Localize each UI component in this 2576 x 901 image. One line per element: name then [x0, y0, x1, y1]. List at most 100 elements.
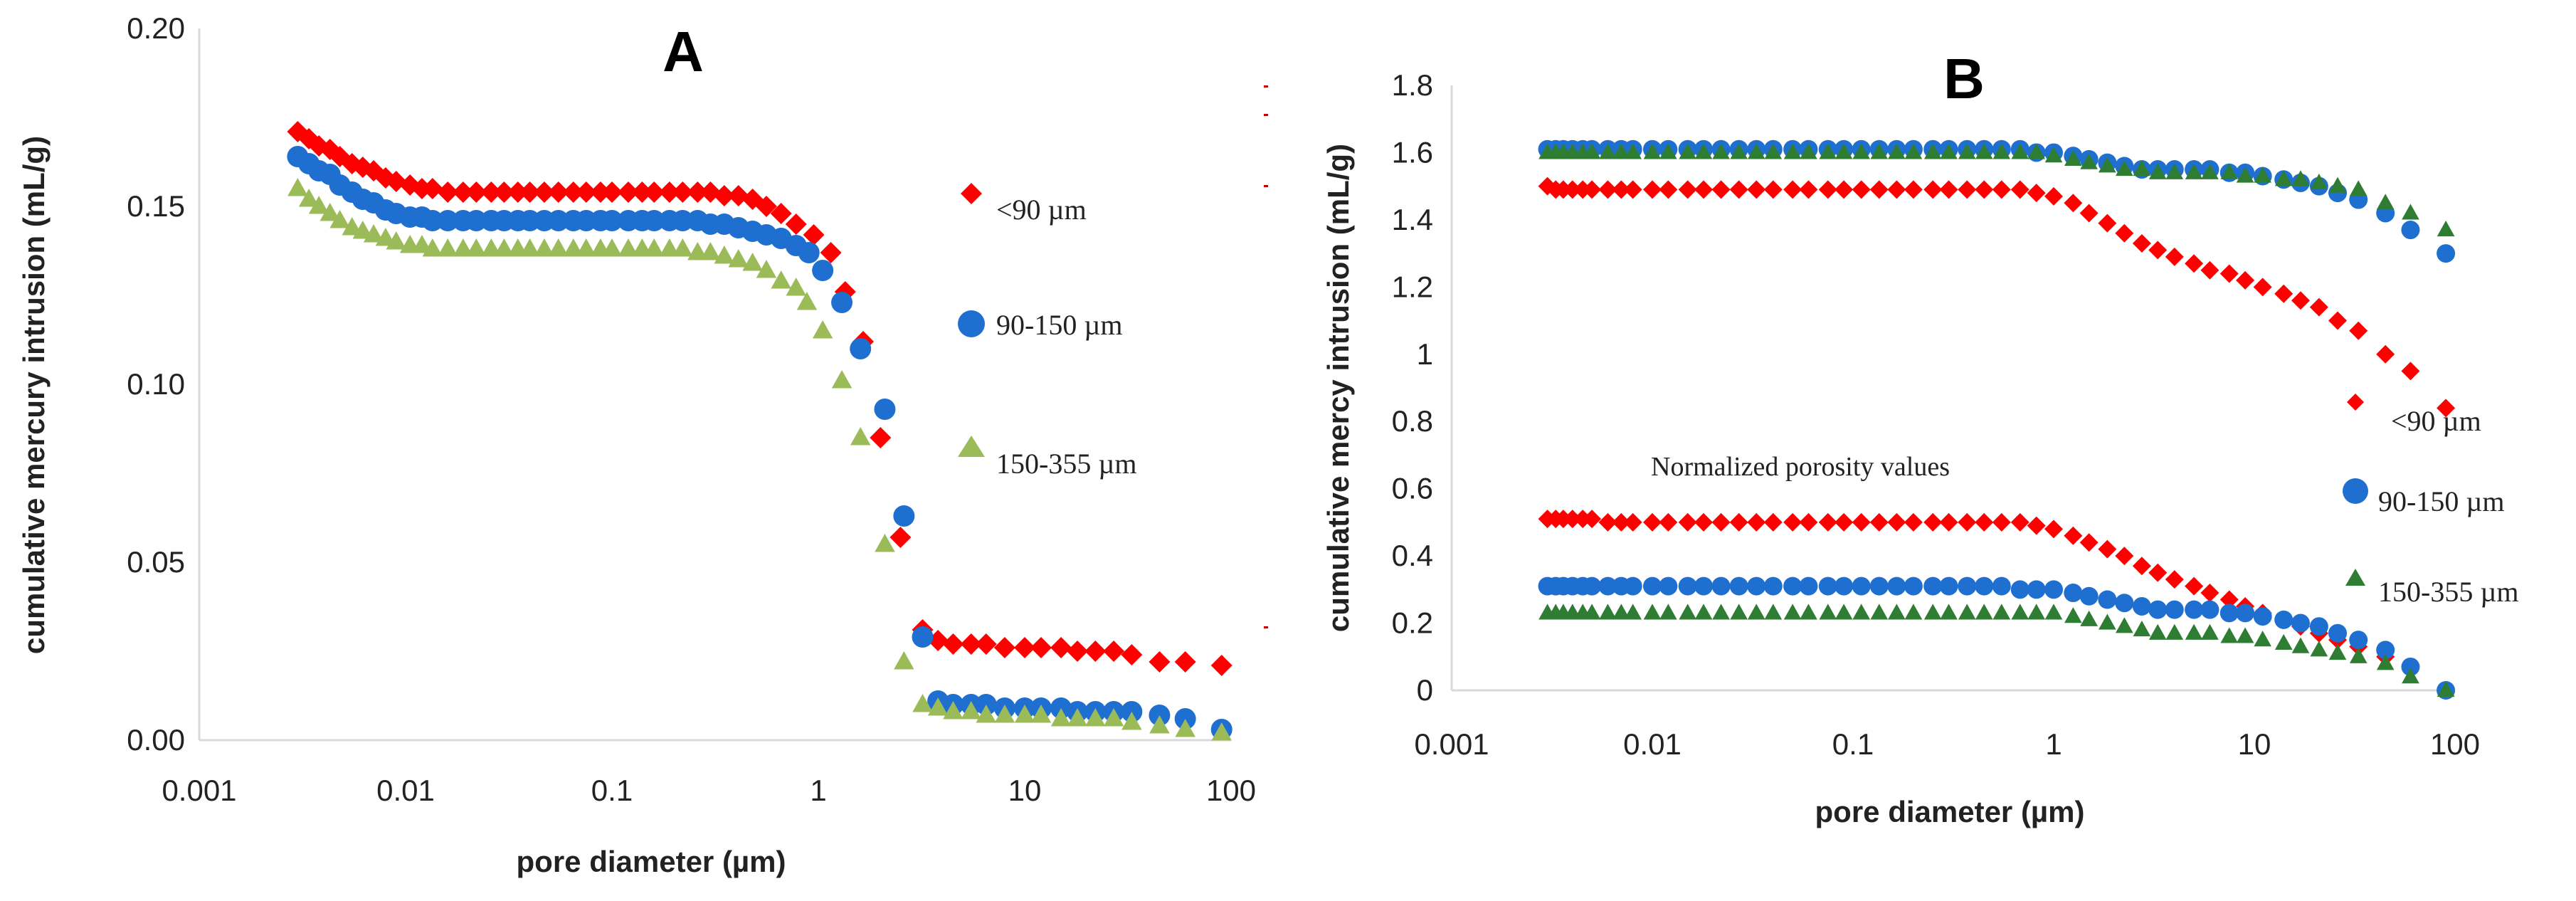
panel-b-point: [2349, 180, 2368, 196]
panel-b-normalized-point: [1659, 576, 1678, 596]
panel-b-normalized-point: [1659, 512, 1678, 532]
panel-b-y-tick-label: 0.2: [1392, 606, 1433, 640]
panel-b-normalized-point: [1763, 576, 1783, 596]
panel-b-point: [1939, 180, 1958, 199]
panel-b-point: [1583, 180, 1602, 199]
panel-b-point: [2402, 204, 2419, 220]
panel-a-point: [672, 238, 693, 257]
panel-a-y-tick-label: 0.05: [127, 545, 185, 579]
panel-a-point: [771, 270, 791, 289]
panel-a-point: [927, 697, 949, 716]
panel-b-point: [1599, 143, 1617, 159]
panel-b-point: [1694, 180, 1713, 199]
panel-b-title: B: [1943, 47, 1985, 110]
legend-a-marker-2: [958, 310, 985, 337]
panel-b-normalized-point: [1939, 512, 1958, 532]
panel-b-point: [1975, 143, 1993, 159]
panel-b-normalized-point: [1852, 604, 1871, 620]
panel-b-point: [2201, 163, 2219, 179]
panel-b-normalized-point: [2328, 644, 2347, 660]
panel-b-point: [1992, 180, 2011, 199]
panel-a-point: [576, 238, 597, 257]
panel-b-normalized-point: [1598, 512, 1617, 532]
panel-b-point: [1643, 180, 1662, 199]
panel-b-point: [2401, 221, 2420, 240]
panel-b-normalized-point: [1940, 604, 1958, 620]
panel-b-normalized-point: [1783, 604, 1802, 620]
panel-b-normalized-point: [1852, 512, 1871, 532]
panel-b-point: [2115, 160, 2133, 176]
panel-b-normalized-point: [1835, 512, 1854, 532]
panel-b-point: [2376, 194, 2395, 210]
panel-a-point: [1211, 722, 1232, 741]
panel-b-normalized-point: [2064, 584, 2083, 603]
panel-b-points: [1538, 139, 2456, 700]
panel-b-point: [2200, 260, 2219, 280]
panel-b-normalized-point: [1679, 604, 1697, 620]
panel-a-point: [329, 210, 350, 228]
panel-a-point: [658, 181, 680, 203]
stray-tick: [1264, 626, 1268, 628]
panel-a-point: [1121, 644, 1143, 665]
panel-b-point: [2254, 167, 2272, 183]
panel-b-normalized-point: [1783, 576, 1802, 596]
panel-b-point: [1747, 180, 1766, 199]
panel-a-point: [421, 210, 443, 231]
panel-a-point: [287, 178, 308, 196]
panel-b-point: [2165, 247, 2184, 266]
panel-b-point: [1958, 143, 1976, 159]
panel-a-point: [422, 238, 443, 257]
panel-b-normalized-point: [2132, 596, 2151, 616]
legend-a-label-1: <90 µm: [996, 194, 1087, 226]
panel-a-point: [452, 181, 474, 203]
panel-a-point: [481, 238, 502, 257]
panel-a-point: [298, 189, 320, 207]
panel-b-point: [2219, 264, 2239, 283]
panel-a-point: [494, 238, 514, 257]
panel-a-point: [755, 196, 777, 217]
panel-b-point: [1783, 180, 1802, 199]
panel-a-point: [493, 181, 515, 203]
panel-a-x-tick-label: 10: [1008, 774, 1042, 807]
panel-b-x-tick-label: 0.1: [1832, 727, 1874, 761]
panel-b-normalized-point: [1763, 512, 1783, 532]
panel-b-normalized-point: [2200, 600, 2219, 619]
panel-a-point: [1103, 641, 1125, 662]
panel-a-point: [1014, 637, 1035, 658]
panel-b-normalized-point: [2133, 621, 2151, 637]
panel-b-point: [1729, 180, 1748, 199]
panel-b-normalized-point: [2027, 516, 2046, 535]
panel-b-point: [1783, 143, 1802, 159]
panel-b-normalized-point: [1869, 576, 1889, 596]
panel-b-point: [2064, 149, 2082, 166]
panel-b-point: [1819, 143, 1837, 159]
panel-b-normalized-point: [2253, 607, 2272, 626]
panel-a-point: [575, 181, 597, 203]
panel-b-normalized-point: [1835, 604, 1853, 620]
panel-a-point: [643, 210, 665, 231]
panel-b-point: [2437, 221, 2455, 237]
panel-b-point: [1764, 143, 1783, 159]
panel-b-normalized-point: [2185, 623, 2203, 640]
panel-b-normalized-point: [2115, 594, 2134, 613]
panel-b-annotation: Normalized porosity values: [1651, 452, 1950, 482]
panel-b-normalized-point: [1711, 576, 1731, 596]
panel-a-point: [386, 231, 406, 250]
panel-b-normalized-point: [2010, 580, 2029, 599]
panel-b-normalized-point: [1818, 576, 1837, 596]
panel-b-normalized-point: [1623, 576, 1642, 596]
panel-b-normalized-point: [1958, 604, 1976, 620]
panel-b-normalized-point: [1563, 510, 1582, 529]
panel-a-point: [785, 214, 807, 235]
panel-b-point: [2291, 291, 2310, 310]
panel-b-normalized-point: [2437, 681, 2455, 697]
panel-b-point: [2185, 254, 2204, 273]
panel-b-point: [2236, 167, 2254, 183]
panel-b-normalized-point: [1783, 512, 1802, 532]
panel-a-point: [519, 181, 541, 203]
panel-b-normalized-point: [1887, 576, 1906, 596]
panel-b-normalized-point: [2044, 580, 2063, 599]
panel-a-point: [601, 210, 623, 231]
panel-a-y-tick-label: 0.15: [127, 189, 185, 223]
